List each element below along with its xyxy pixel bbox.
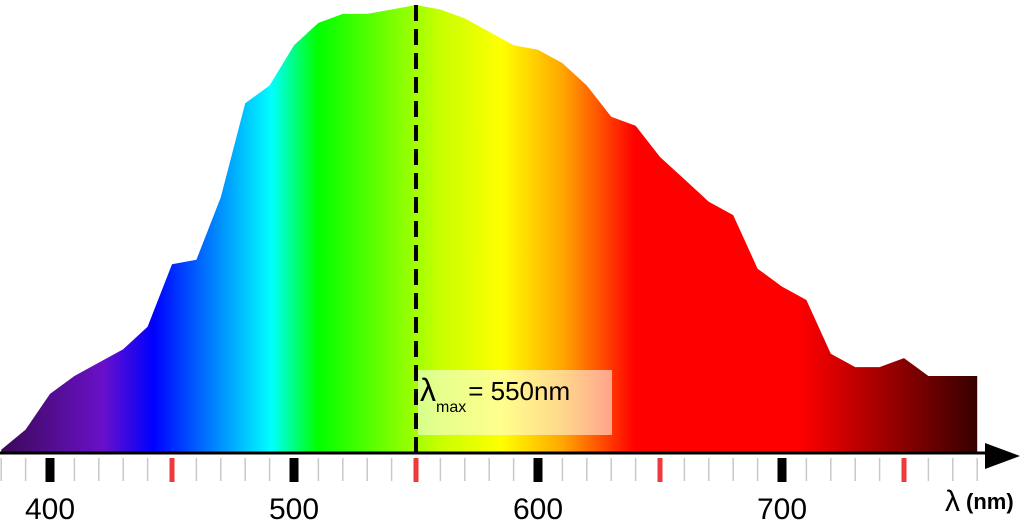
x-label-symbol: λ	[945, 485, 960, 518]
x-axis-label: λ (nm)	[945, 485, 1014, 518]
annotation-subscript: max	[436, 399, 466, 416]
x-tick-label: 600	[513, 493, 563, 526]
x-tick-label: 500	[269, 493, 319, 526]
annotation-symbol: λ	[420, 372, 436, 408]
x-tick-label: 400	[25, 493, 75, 526]
peak-annotation: λmax= 550nm	[420, 372, 570, 416]
annotation-text: = 550nm	[468, 376, 570, 406]
axis-arrow	[985, 443, 1020, 469]
annotation-box	[418, 370, 612, 435]
x-tick-label: 700	[757, 493, 807, 526]
spectrum-area	[1, 5, 978, 452]
plot-area	[1, 5, 978, 452]
x-label-unit: (nm)	[966, 489, 1014, 514]
